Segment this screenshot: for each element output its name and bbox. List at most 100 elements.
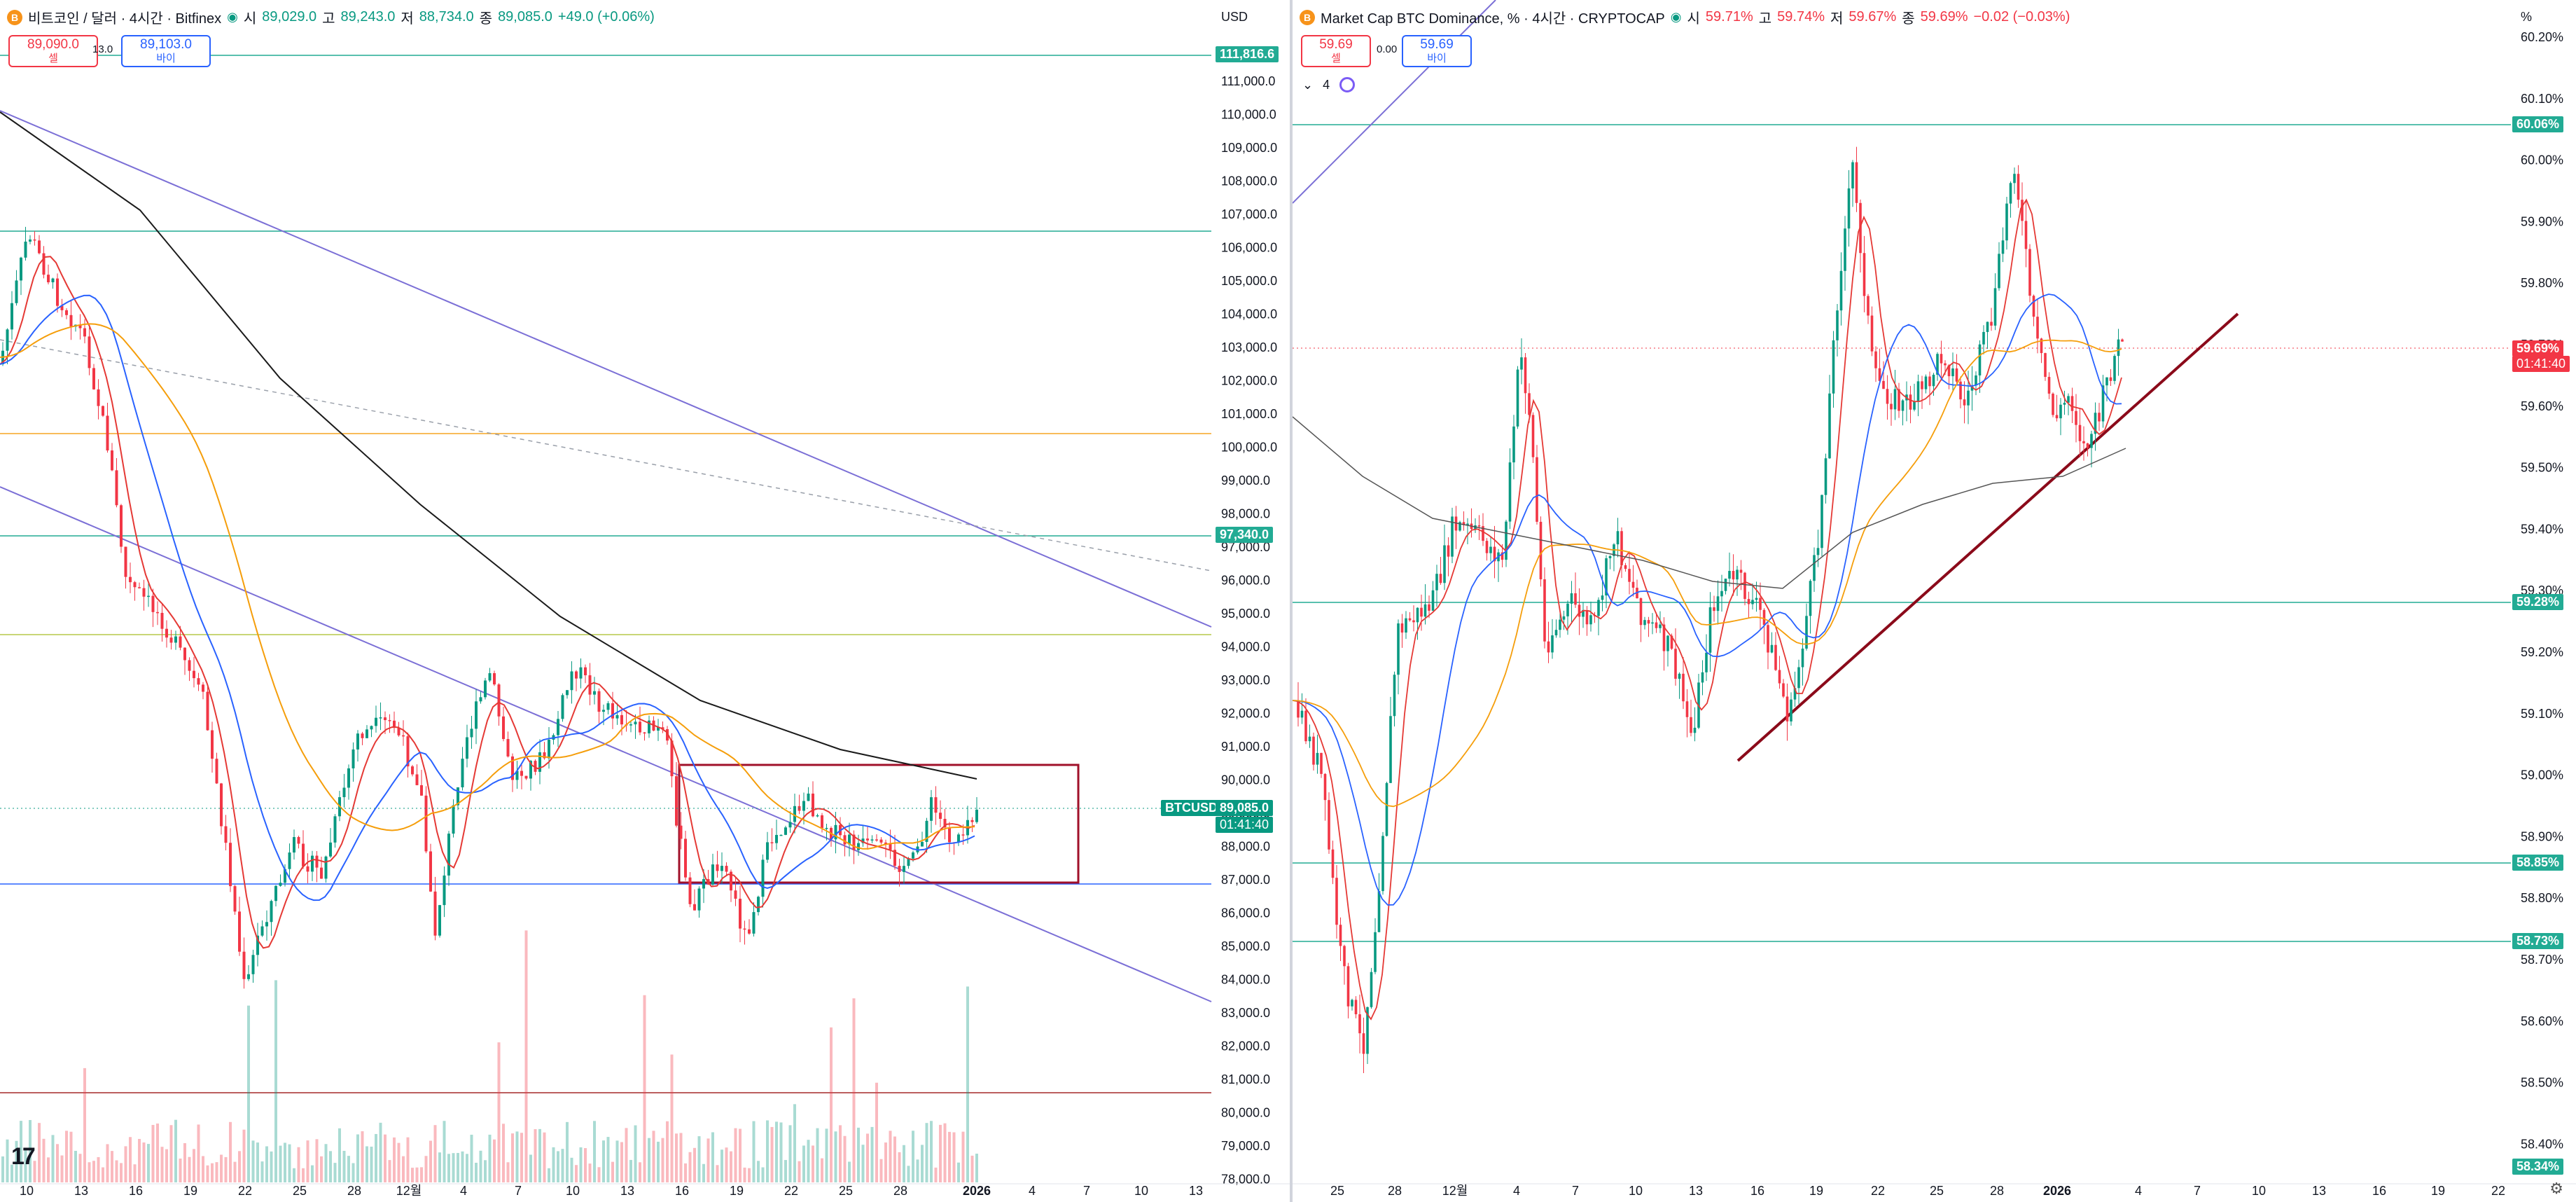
candle-body — [1435, 574, 1438, 590]
candle-body — [1358, 1014, 1361, 1034]
candle-body — [229, 843, 232, 887]
settings-gear-icon[interactable]: ⚙ — [2549, 1180, 2563, 1197]
eye-icon[interactable]: ◉ — [1670, 10, 1682, 24]
btc-usd-chart-canvas[interactable]: 111,000.0 110,000.0 109,000.0 108,000.0 107,… — [0, 0, 1290, 1202]
candle-body — [1346, 966, 1350, 1007]
volume-bar — [757, 1161, 760, 1182]
volume-bar — [543, 1132, 546, 1182]
candle-body — [1505, 521, 1508, 560]
volume-bar — [347, 1156, 350, 1182]
candle-body — [1539, 521, 1543, 580]
candle-body — [930, 797, 933, 821]
candle-body — [1312, 736, 1315, 765]
y-axis-tick: 58.50% — [2521, 1076, 2563, 1090]
y-axis-tick: 104,000.0 — [1221, 308, 1277, 322]
volume-bar — [97, 1156, 100, 1182]
candle-body — [2021, 200, 2024, 221]
candle-body — [1451, 516, 1454, 557]
indicator-controls[interactable]: ⌄ 4 — [1302, 77, 1356, 92]
candle-body — [1882, 380, 1885, 389]
chevron-down-icon[interactable]: ⌄ — [1302, 77, 1314, 92]
candle-body — [443, 875, 446, 906]
volume-bar — [20, 1121, 22, 1182]
candle-body — [470, 728, 473, 738]
candle-body — [120, 505, 123, 547]
volume-bar — [220, 1154, 223, 1182]
candle-body — [147, 595, 150, 597]
volume-bar — [338, 1128, 341, 1182]
candle-body — [1536, 457, 1538, 522]
candle-body — [1767, 625, 1769, 653]
candle-body — [47, 275, 50, 283]
y-axis-tick: 83,000.0 — [1221, 1006, 1270, 1020]
volume-bar — [479, 1150, 482, 1182]
candle-body — [274, 885, 277, 902]
y-axis-tick: 58.80% — [2521, 891, 2563, 905]
candle-body — [1816, 548, 1820, 555]
sell-button[interactable]: 89,090.0 셀 — [8, 35, 98, 67]
candle-body — [1501, 552, 1504, 560]
pane-divider[interactable] — [1290, 0, 1293, 1202]
volume-bar — [156, 1123, 159, 1182]
candle-body — [488, 673, 492, 681]
candle-body — [1940, 354, 1943, 364]
candle-body — [1732, 571, 1735, 580]
candle-body — [716, 864, 719, 871]
volume-bar — [529, 1154, 532, 1182]
candle-body — [2101, 385, 2105, 422]
x-axis-tick: 7 — [1572, 1184, 1579, 1198]
btc-usd-chart-pane[interactable]: 111,000.0 110,000.0 109,000.0 108,000.0 107,… — [0, 0, 1290, 1202]
candle-body — [739, 899, 742, 929]
sell-button[interactable]: 59.69 셀 — [1301, 35, 1371, 67]
volume-bar — [534, 1129, 537, 1182]
x-axis-tick: 12월 — [1442, 1184, 1468, 1198]
dominance-chart-title[interactable]: Market Cap BTC Dominance, % · 4시간 · CRYP… — [1321, 11, 1665, 27]
candle-body — [1608, 555, 1612, 558]
btc-dominance-chart-canvas[interactable]: 60.20%60.10%60.00%59.90%59.80%59.70%59.6… — [1293, 0, 2576, 1202]
candle-body — [1909, 394, 1912, 410]
volume-bar — [211, 1163, 214, 1182]
volume-bar — [825, 1128, 828, 1182]
y-axis-tick: 58.90% — [2521, 829, 2563, 843]
volume-bar — [297, 1147, 300, 1182]
candle-body — [889, 843, 892, 850]
low-value: 88,734.0 — [419, 9, 474, 25]
tradingview-logo[interactable]: 17 — [11, 1143, 36, 1170]
buy-button[interactable]: 89,103.0 바이 — [121, 35, 211, 67]
sell-label: 셀 — [48, 53, 58, 64]
volume-bar — [515, 1131, 519, 1182]
volume-bar — [779, 1122, 783, 1182]
candle-body — [912, 852, 914, 859]
last-price-label: 59.69% — [2512, 340, 2564, 357]
btc-dominance-chart-pane[interactable]: 60.20%60.10%60.00%59.90%59.80%59.70%59.6… — [1293, 0, 2576, 1202]
candle-body — [1716, 596, 1720, 612]
candle-body — [611, 703, 614, 719]
candle-body — [447, 834, 450, 876]
volume-bar — [88, 1162, 91, 1182]
trend-line — [0, 110, 1212, 628]
candle-body — [1447, 545, 1450, 557]
candle-body — [779, 834, 783, 836]
buy-button[interactable]: 59.69 바이 — [1402, 35, 1472, 67]
candle-body — [1893, 389, 1897, 410]
candle-body — [1458, 522, 1461, 531]
candle-body — [793, 806, 796, 822]
volume-bar — [821, 1158, 823, 1182]
candle-body — [816, 815, 819, 817]
candle-body — [898, 866, 901, 872]
candle-body — [2032, 296, 2035, 317]
candle-body — [1559, 619, 1561, 630]
candle-body — [479, 697, 482, 702]
volume-bar — [575, 1165, 578, 1182]
eye-icon[interactable]: ◉ — [227, 10, 238, 24]
candle-body — [2070, 396, 2074, 411]
candle-body — [270, 901, 273, 923]
candle-body — [306, 866, 309, 872]
candle-body — [1805, 616, 1808, 649]
sync-icon[interactable] — [1339, 77, 1356, 92]
volume-bar — [593, 1121, 596, 1182]
btc-chart-title[interactable]: 비트코인 / 달러 · 4시간 · Bitfinex — [28, 11, 222, 27]
y-axis-tick: 90,000.0 — [1221, 773, 1270, 787]
candle-body — [812, 793, 814, 817]
candle-body — [561, 695, 564, 719]
